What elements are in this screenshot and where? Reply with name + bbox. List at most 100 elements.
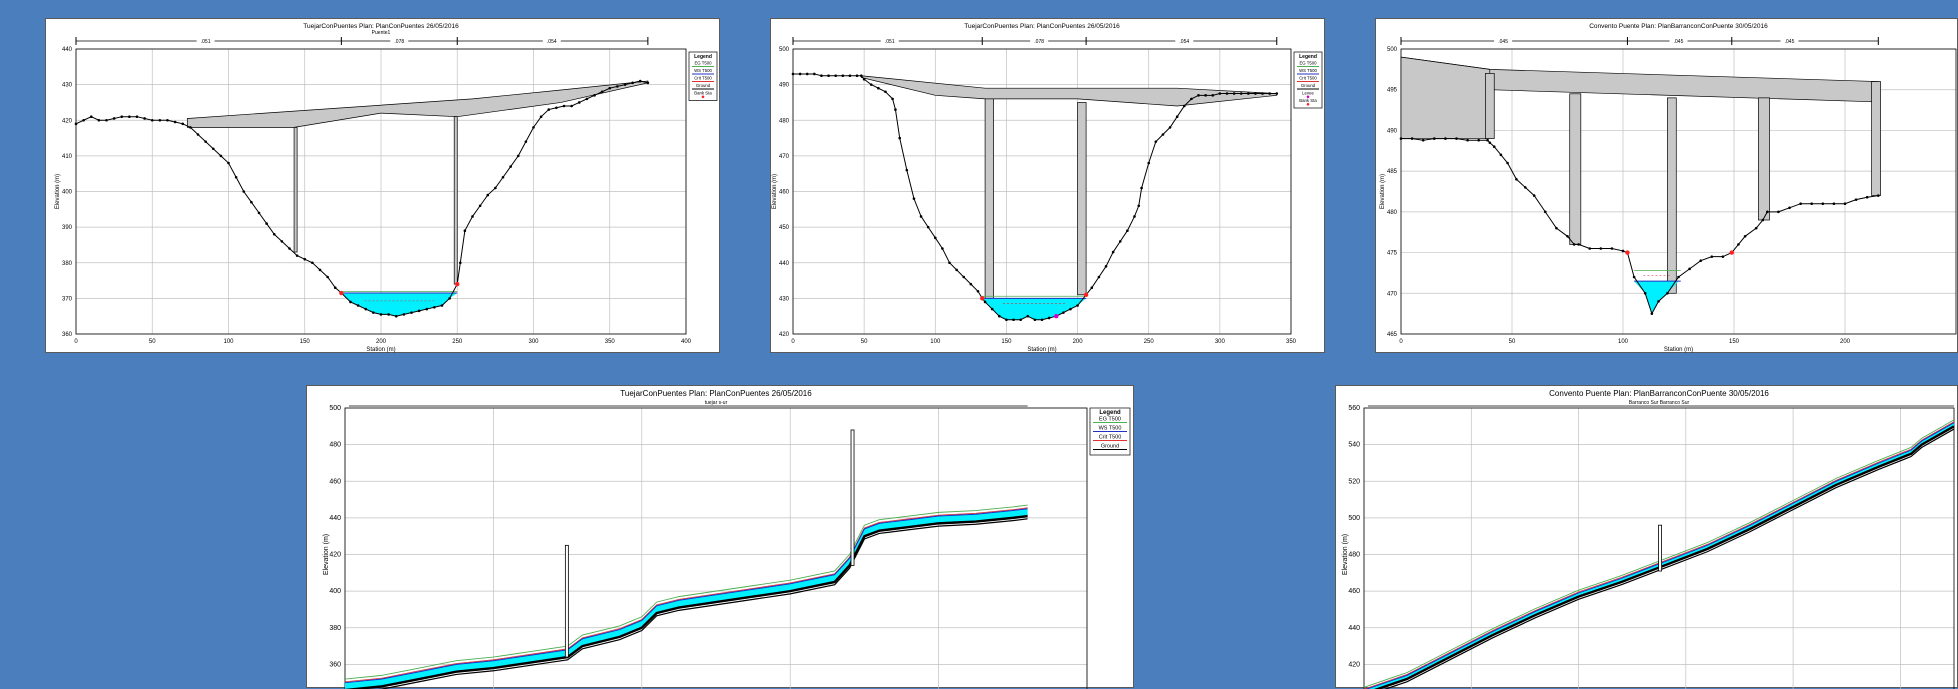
x-tick-label: 0: [791, 339, 795, 345]
ground-point: [1026, 314, 1030, 318]
ground-point: [1218, 92, 1222, 95]
ground-point: [112, 117, 116, 120]
ground-point: [295, 254, 299, 257]
ground-point: [1211, 94, 1215, 97]
chart-title: TuejarConPuentes Plan: PlanConPuentes 26…: [964, 23, 1120, 30]
ground-point: [1721, 255, 1725, 258]
ground-point: [1133, 215, 1136, 218]
chart-panel-xs1: 0 50 100 150 200 250 300 350 400 360 370 380 390 400 4…: [45, 18, 720, 353]
water-band: [1366, 422, 1954, 689]
bridge-deck: [860, 75, 1278, 107]
chart-title: TuejarConPuentes Plan: PlanConPuentes 26…: [303, 23, 459, 30]
x-axis-label: Station (m): [1027, 347, 1056, 353]
water-area: [341, 293, 458, 317]
ground-point: [196, 133, 200, 136]
legend-item-label: Ground: [1301, 83, 1316, 88]
ground-point: [1761, 218, 1765, 222]
ground-point: [1843, 202, 1847, 206]
legend-box: [1293, 51, 1323, 109]
eg-profile: [1363, 419, 1955, 688]
ground-point: [318, 268, 322, 272]
y-tick-label: 460: [329, 478, 341, 485]
ground-point: [448, 297, 451, 300]
ground-point: [459, 261, 462, 265]
ground-point: [1466, 138, 1469, 142]
ground-point: [1140, 186, 1143, 190]
ground-point: [1019, 318, 1022, 322]
manning-label: .054: [547, 39, 557, 45]
bridge-marker: [564, 544, 569, 658]
ground-point: [1275, 92, 1279, 95]
ground-point: [501, 175, 505, 179]
ground-point: [862, 77, 866, 81]
ground-point: [425, 307, 429, 311]
ground-point: [1766, 210, 1769, 214]
y-tick-label: 500: [1348, 515, 1360, 522]
x-tick-label: 350: [605, 339, 616, 345]
bank-station-marker: [339, 290, 344, 296]
ground-point: [1090, 286, 1094, 289]
bank-station-marker: [1083, 292, 1089, 298]
ground-point: [805, 72, 809, 76]
ground-profile-lower: [1383, 428, 1955, 689]
ground-point: [1175, 115, 1179, 118]
ground-point: [1040, 318, 1044, 322]
ground-point: [1688, 267, 1691, 271]
ground-point: [1111, 250, 1115, 254]
ground-point: [311, 261, 314, 265]
y-tick-label: 440: [329, 515, 341, 522]
ground-point: [394, 314, 398, 318]
ground-profile-lower: [376, 518, 1028, 689]
legend-item-label: Ground: [1101, 444, 1119, 450]
x-tick-label: 0: [1399, 339, 1403, 345]
ground-point: [1555, 226, 1558, 230]
y-tick-label: 380: [62, 261, 73, 267]
plot-frame: [344, 407, 1088, 689]
ground-point: [242, 190, 246, 193]
ground-point: [600, 90, 604, 94]
ground-point: [955, 268, 958, 272]
y-axis-label: Elevation (m): [323, 534, 330, 575]
ground-point: [173, 120, 177, 124]
ground-point: [919, 215, 923, 218]
y-tick-label: 360: [62, 332, 73, 338]
ground-point: [1865, 195, 1869, 199]
y-tick-label: 420: [779, 332, 790, 338]
ground-point: [623, 83, 627, 86]
ground-point: [1247, 92, 1250, 95]
x-tick-label: 250: [1144, 339, 1155, 345]
y-tick-label: 490: [779, 83, 790, 89]
ground-point: [1118, 240, 1122, 243]
ground-point: [74, 122, 78, 126]
chart-profile1: 340360380400420440460480500TuejarConPuen…: [323, 389, 1131, 689]
y-tick-label: 440: [1348, 625, 1360, 632]
ground-point: [1610, 247, 1614, 250]
ground-point: [912, 197, 916, 200]
x-tick-label: 100: [1618, 339, 1629, 345]
ground-point: [869, 83, 873, 86]
manning-label: .045: [1498, 39, 1508, 45]
legend-item-label: EG T500: [1099, 417, 1121, 423]
x-tick-label: 200: [1073, 339, 1084, 345]
ground-point: [798, 72, 802, 76]
ground-point: [128, 115, 131, 118]
x-tick-label: 0: [74, 339, 78, 345]
ground-point: [135, 115, 139, 118]
ground-point: [1433, 137, 1436, 140]
y-tick-label: 360: [329, 661, 341, 668]
legend-item-label: EG T500: [1299, 61, 1317, 66]
x-tick-label: 150: [300, 339, 311, 345]
ground-point: [962, 275, 966, 279]
chart-xs2: 0 50 100 150 200 250 300 350 420 430 440 450 460 470 4…: [772, 23, 1323, 353]
ground-point: [1254, 92, 1257, 95]
ground-point: [976, 289, 980, 293]
y-tick-label: 480: [1348, 552, 1360, 559]
bridge-pier: [453, 116, 458, 285]
ground-profile: [344, 514, 1028, 689]
y-tick-label: 440: [779, 261, 790, 267]
manning-label-bg: [1030, 38, 1049, 44]
manning-label-bg: [1175, 38, 1194, 44]
ground-point: [372, 311, 375, 314]
ground-point: [1410, 137, 1414, 140]
ground-point: [89, 115, 93, 118]
